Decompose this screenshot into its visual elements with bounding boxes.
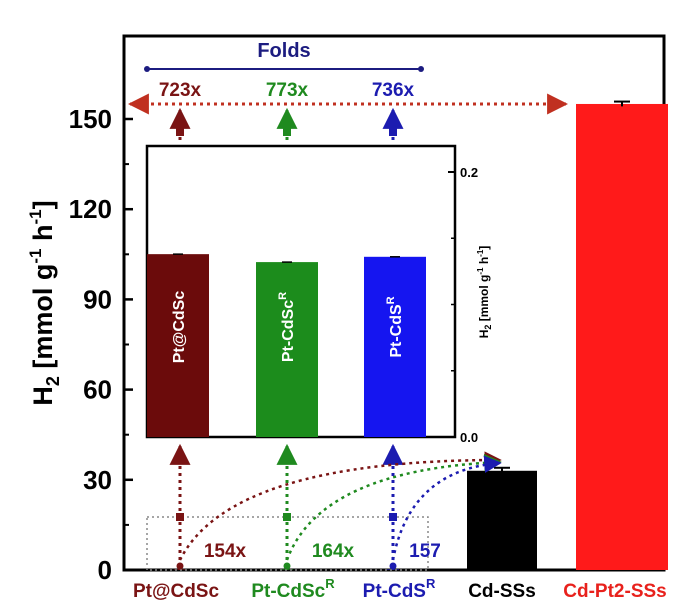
y-axis-label: H2 [mmol g-1 h-1] [26, 200, 63, 405]
x-axis-labels: Pt@CdSc Pt-CdScR Pt-CdSR Cd-SSs Cd-Pt2-SSs [133, 576, 667, 602]
inset-y-axis: 0.0 0.2 [448, 165, 478, 445]
inset-chart: Pt@CdSc Pt-CdScR Pt-CdSR 0.0 0.2 H2 [mmol g… [145, 144, 493, 445]
y-tick-label-2: 60 [83, 375, 112, 405]
marker-1b [176, 128, 184, 136]
inset-y-axis-label: H2 [mmol g-1 h-1] [476, 246, 493, 339]
curve-arrow-2 [285, 453, 502, 561]
bar-Cd-Pt2-SSs [576, 103, 668, 570]
inset-y-tick-label-1: 0.2 [460, 165, 478, 180]
inset-bars: Pt@CdSc Pt-CdScR Pt-CdSR [147, 253, 426, 437]
fold-connectors [127, 66, 569, 571]
base-dot-2 [283, 562, 291, 570]
inset-bar-Pt-CdScR [256, 262, 318, 437]
bar-Pt-CdSR [387, 569, 399, 570]
y-tick-label-3: 90 [83, 284, 112, 314]
fold-labels: 723x 773x 736x 154x 164x 157 [159, 80, 441, 562]
marker-3a [389, 513, 397, 521]
folds-span-dot-right [418, 66, 424, 72]
y-tick-label-4: 120 [69, 194, 112, 224]
base-dot-1 [176, 562, 184, 570]
y-tick-label-1: 30 [83, 465, 112, 495]
y-tick-label-5: 150 [69, 104, 112, 134]
inset-bar-label-1: Pt-CdScR [277, 292, 297, 362]
inset-bar-Pt-CdSR [364, 256, 426, 437]
x-label-Cd-SSs: Cd-SSs [468, 581, 536, 602]
folds-title: Folds [257, 40, 310, 62]
fold-top-label-1: 773x [266, 80, 309, 101]
x-label-Pt-CdSR: Pt-CdSR [363, 576, 436, 602]
marker-2a [283, 513, 291, 521]
main-bars [174, 100, 668, 570]
marker-3b [389, 128, 397, 136]
inset-bar-label-0: Pt@CdSc [171, 291, 188, 364]
marker-2b [283, 128, 291, 136]
y-axis: 0 30 60 90 120 150 [69, 104, 133, 585]
fold-bottom-label-0: 154x [204, 541, 247, 562]
x-label-Cd-Pt2-SSs: Cd-Pt2-SSs [563, 581, 666, 602]
base-dot-3 [389, 562, 397, 570]
folds-span-dot-left [144, 66, 150, 72]
x-label-Pt@CdSc: Pt@CdSc [133, 581, 220, 602]
fold-bottom-label-1: 164x [312, 541, 355, 562]
inset-bar-Pt@CdSc [147, 254, 209, 437]
inset-y-tick-label-0: 0.0 [460, 430, 478, 445]
fold-top-label-2: 736x [372, 80, 415, 101]
fold-top-label-0: 723x [159, 80, 202, 101]
curve-arrow-3 [391, 455, 502, 561]
marker-1a [176, 513, 184, 521]
inset-bar-label-2: Pt-CdSR [385, 296, 405, 357]
curve-arrow-1 [178, 451, 502, 561]
x-label-Pt-CdScR: Pt-CdScR [251, 576, 335, 602]
fold-bottom-label-2: 157 [409, 541, 441, 562]
y-tick-label-0: 0 [98, 555, 112, 585]
bar-Cd-SSs [467, 470, 537, 570]
